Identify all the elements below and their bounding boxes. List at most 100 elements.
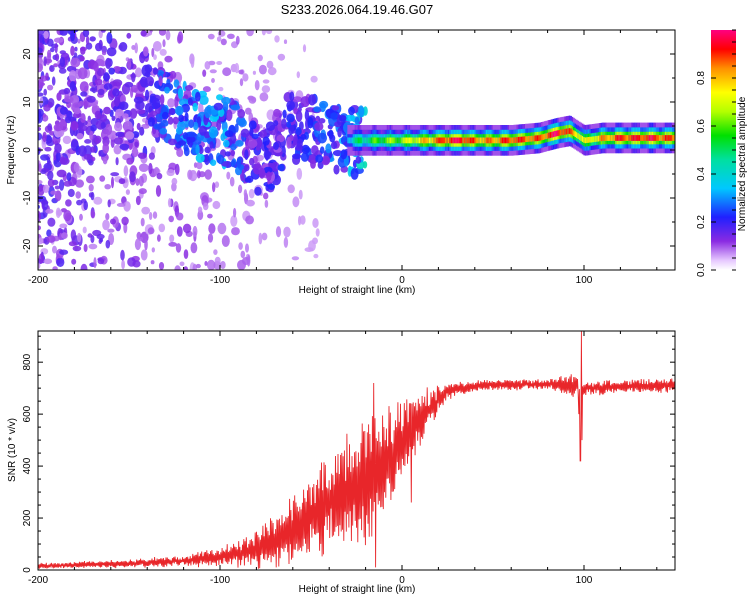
spectrogram-cell	[541, 134, 543, 141]
spectrogram-cell	[641, 135, 644, 141]
spectrogram-cell	[446, 137, 449, 144]
spectrogram-cell	[632, 135, 635, 141]
spectrogram-cell	[612, 135, 615, 141]
spectrogram-cell	[672, 135, 674, 141]
spectrogram-cell	[70, 229, 77, 241]
spectrogram-cell	[127, 58, 132, 70]
spectrogram-cell	[296, 168, 303, 180]
spectrogram-cell	[350, 137, 352, 144]
spectrogram-cell	[262, 79, 270, 84]
spectrogram-cell	[259, 129, 268, 139]
spectrogram-cell	[581, 136, 584, 142]
spectrogram-cell	[79, 81, 89, 93]
spectrogram-cell	[520, 136, 523, 143]
spectrogram-cell	[43, 104, 51, 112]
spectrogram-cell	[283, 226, 291, 238]
spectrogram-cell	[216, 36, 222, 42]
spectrogram-cell	[178, 114, 184, 123]
spectrogram-cell	[462, 137, 465, 144]
spectrogram-cell	[38, 185, 45, 196]
spectrogram-cell	[494, 137, 497, 144]
spectrogram-cell	[176, 148, 184, 157]
y-tick-label: 0	[22, 567, 33, 573]
spectrogram-cell	[442, 137, 444, 144]
spectrogram-cell	[493, 137, 495, 144]
spectrogram-cell	[38, 47, 43, 54]
spectrogram-cell	[116, 202, 126, 207]
spectrogram-cell	[277, 53, 286, 61]
spectrogram-cell	[89, 36, 96, 42]
spectrogram-cell	[140, 76, 148, 88]
spectrogram-cell	[172, 116, 179, 125]
spectrogram-cell	[214, 181, 220, 188]
spectrogram-cell	[133, 96, 144, 104]
spectrogram-cell	[273, 108, 281, 118]
spectrogram-cell	[53, 63, 59, 68]
x-tick-label: -100	[210, 275, 230, 286]
spectrogram-cell	[60, 157, 70, 165]
spectrogram-cell	[38, 262, 41, 269]
spectrogram-cell	[38, 225, 41, 231]
spectrogram-cell	[105, 239, 111, 249]
spectrogram-cell	[46, 229, 52, 237]
spectrogram-cell	[300, 152, 309, 162]
spectrogram-cell	[369, 137, 371, 144]
spectrogram-cell	[663, 135, 666, 141]
spectrogram-cell	[137, 152, 147, 159]
spectrogram-cell	[156, 172, 163, 180]
spectrogram-cell	[517, 136, 520, 143]
spectrogram-cell	[234, 62, 240, 74]
spectrogram-cell	[261, 30, 266, 36]
spectrogram-cell	[216, 119, 222, 131]
spectrogram-cell	[574, 131, 577, 138]
spectrogram-cell	[484, 137, 486, 144]
spectrogram-cell	[174, 96, 179, 109]
spectrogram-cell	[45, 208, 54, 214]
spectrogram-cell	[258, 167, 266, 179]
spectrogram-cell	[38, 56, 44, 69]
spectrogram-cell	[355, 156, 362, 164]
spectrogram-cell	[89, 87, 96, 92]
spectrogram-cell	[83, 200, 88, 211]
spectrogram-cell	[54, 53, 60, 62]
spectrogram-cell	[339, 115, 347, 122]
spectrogram-cell	[195, 91, 201, 102]
spectrogram-cell	[213, 102, 224, 111]
spectrogram-cell	[523, 136, 526, 143]
spectrogram-cell	[42, 131, 47, 143]
spectrogram-cell	[283, 236, 289, 248]
spectrogram-cell	[606, 135, 609, 141]
spectrogram-cell	[220, 261, 226, 269]
spectrogram-cell	[236, 157, 242, 168]
spectrogram-cell	[59, 106, 68, 115]
spectrogram-cell	[38, 147, 41, 155]
spectrogram-cell	[218, 86, 224, 92]
spectrogram-cell	[466, 137, 469, 144]
spectrogram-cell	[263, 192, 269, 200]
spectrogram-cell	[106, 47, 117, 57]
spectrogram-cell	[514, 137, 517, 143]
spectrogram-cell	[258, 232, 263, 245]
spectrogram-cell	[129, 108, 138, 119]
spectrogram-cell	[136, 122, 141, 131]
spectrogram-cell	[39, 96, 44, 106]
spectrogram-cell	[587, 137, 590, 143]
spectrogram-cell	[252, 70, 256, 75]
spectrogram-cell	[210, 120, 218, 128]
spectrogram-cell	[362, 137, 364, 144]
spectrogram-cell	[661, 135, 664, 141]
spectrogram-cell	[223, 139, 230, 148]
spectrogram-cell	[107, 199, 111, 208]
spectrogram-cell	[546, 132, 549, 139]
spectrogram-cell	[82, 30, 90, 38]
spectrogram-cell	[283, 39, 288, 44]
spectrogram-cell	[75, 179, 84, 188]
spectrogram-cell	[246, 199, 255, 207]
spectrogram-cell	[310, 159, 316, 169]
x-tick-label: -200	[28, 275, 48, 286]
spectrogram-cell	[76, 133, 84, 140]
spectrogram-cell	[247, 139, 258, 149]
spectrogram-cell	[102, 219, 110, 231]
spectrogram-cell	[504, 137, 507, 144]
spectrogram-cell	[118, 178, 126, 185]
